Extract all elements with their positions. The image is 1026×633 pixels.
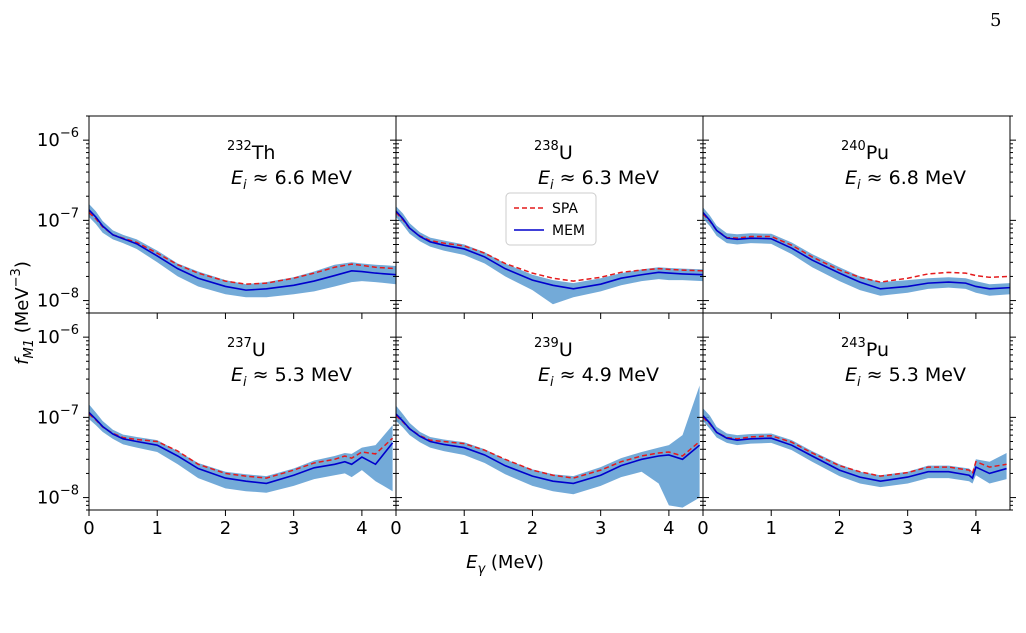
isotope-label: 239U [534,336,573,361]
legend-spa-label: SPA [552,201,578,217]
plot-area [396,385,701,508]
x-tick-label: 3 [288,518,299,539]
x-tick-label: 2 [220,518,231,539]
uncertainty-band [396,206,703,305]
plot-area [703,408,1007,488]
excitation-energy-label: Ei ≈ 5.3 MeV [231,364,352,390]
y-axis-label: fM1 (MeV−3) [9,261,37,365]
mem-line [89,411,394,485]
isotope-label: 238U [534,139,573,164]
x-tick-label: 1 [458,518,469,539]
x-tick-label: 4 [970,518,981,539]
x-tick-label: 2 [527,518,538,539]
isotope-label: 243Pu [841,336,889,361]
panel-4: 0 1 2 3 4 10−8 10−7 10−6 237U Ei ≈ 5.3 MeV [37,312,402,539]
isotope-label: 237U [227,336,266,361]
mem-line [396,210,703,290]
mem-line [89,209,396,291]
panel-1: 10−8 10−7 10−6 232Th Ei ≈ 6.6 MeV [37,115,402,319]
isotope-label: 240Pu [841,139,889,164]
x-tick-label: 4 [356,518,367,539]
excitation-energy-label: Ei ≈ 6.3 MeV [538,167,659,193]
plot-area [396,206,703,305]
panel-6: 0 1 2 3 4 243Pu Ei ≈ 5.3 MeV [697,312,1016,539]
x-tick-label: 3 [902,518,913,539]
legend-box [505,192,597,246]
x-tick-label: 3 [595,518,606,539]
spa-line [703,416,1007,477]
x-tick-label: 0 [697,518,708,539]
plot-area [89,203,396,298]
y-tick-label: 10−8 [37,484,79,509]
panel-5: 0 1 2 3 4 239U Ei ≈ 4.9 MeV [390,312,709,539]
legend: SPA MEM [505,192,597,246]
x-tick-label: 1 [765,518,776,539]
y-tick-label: 10−6 [37,323,79,348]
panel-2: 238U Ei ≈ 6.3 MeV [390,115,709,319]
panel-3: 240Pu Ei ≈ 6.8 MeV [697,115,1016,319]
page-number: 5 [990,10,1002,31]
x-tick-label: 1 [151,518,162,539]
spa-line [396,415,701,479]
legend-mem-label: MEM [552,223,585,239]
x-tick-label: 4 [663,518,674,539]
x-tick-label: 0 [83,518,94,539]
x-tick-label: 0 [390,518,401,539]
x-axis-label: Eγ (MeV) [466,552,544,577]
x-tick-label: 2 [834,518,845,539]
spa-line [703,213,1010,283]
y-tick-label: 10−8 [37,287,79,312]
mem-line [396,413,701,485]
plot-area [703,207,1010,296]
y-tick-label: 10−7 [37,403,79,428]
uncertainty-band [89,404,393,493]
excitation-energy-label: Ei ≈ 6.8 MeV [845,167,966,193]
y-tick-label: 10−6 [37,126,79,151]
mem-line [703,212,1010,290]
uncertainty-band [396,385,700,508]
panel-frame [702,312,1011,511]
mem-line [703,415,1007,483]
excitation-energy-label: Ei ≈ 6.6 MeV [231,167,352,193]
excitation-energy-label: Ei ≈ 4.9 MeV [538,364,659,390]
plot-area [89,404,394,493]
isotope-label: 232Th [227,139,275,164]
y-tick-label: 10−7 [37,206,79,231]
excitation-energy-label: Ei ≈ 5.3 MeV [845,364,966,390]
uncertainty-band [89,203,396,298]
